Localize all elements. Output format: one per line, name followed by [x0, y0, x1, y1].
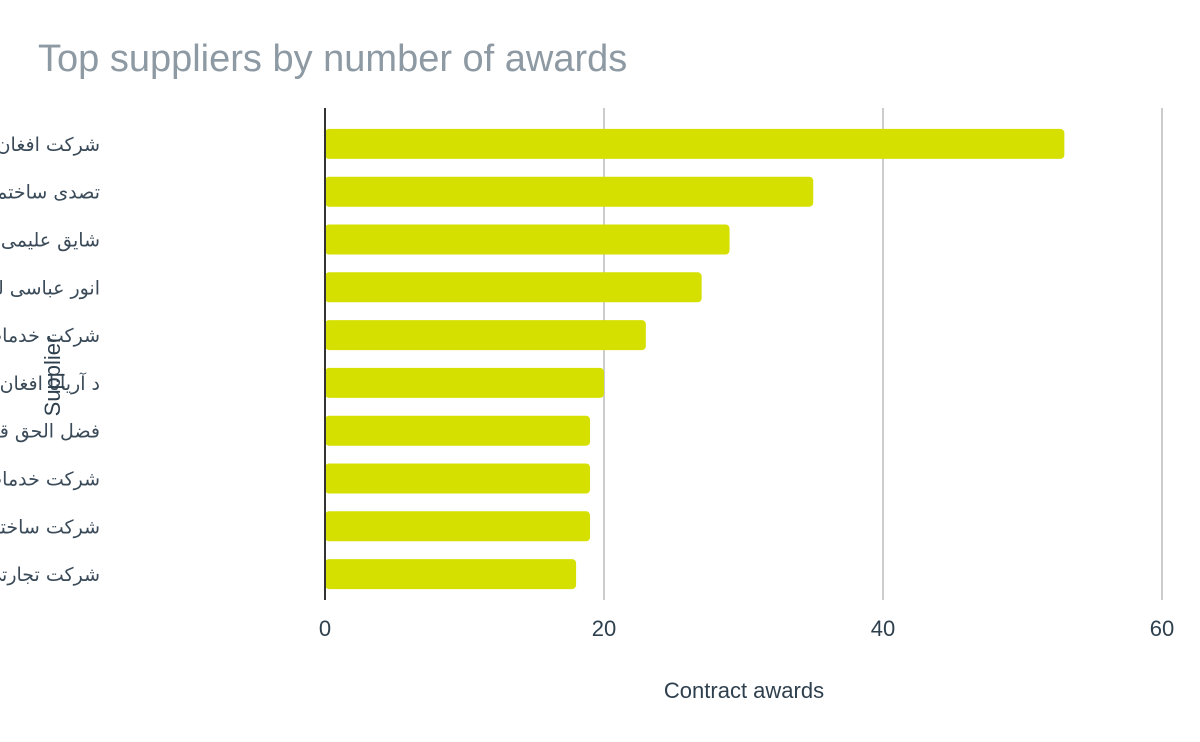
category-label: تصدی ساختمانی بنایی: [0, 182, 100, 204]
category-label: د آریانا افغان هوائی: [0, 371, 100, 395]
bar: [325, 176, 814, 207]
category-labels: شرکت افغان تیلی کام تصدی ساختمانی بنایی شا…: [0, 134, 100, 586]
bars: [325, 128, 1065, 590]
bar: [325, 128, 1065, 159]
x-tick-label: 60: [1150, 616, 1174, 641]
category-label: شرکت ساختمانی و: [0, 516, 100, 538]
bar: [325, 320, 646, 351]
bar: [325, 415, 591, 446]
bar: [325, 559, 577, 590]
category-label: فضل الحق قرغه ئی لمیتد: [0, 421, 100, 443]
y-axis-title: Supplier: [40, 336, 65, 417]
bar: [325, 367, 604, 398]
category-label: شرکت خدمات لوژستیکی: [0, 325, 100, 347]
bar: [325, 272, 702, 303]
tick-labels: 0 20 40 60: [319, 616, 1174, 641]
bar: [325, 511, 591, 542]
x-tick-label: 40: [871, 616, 895, 641]
x-tick-label: 0: [319, 616, 331, 641]
category-label: شایق علیمی لمتد: [0, 230, 100, 252]
bar: [325, 463, 591, 494]
category-label: شرکت خدمات لوژستیکی: [0, 469, 100, 491]
bar: [325, 224, 730, 255]
category-label: شرکت تجارتی و: [0, 564, 100, 586]
category-label: انور عباسی لمیتد: [0, 277, 100, 299]
x-tick-label: 20: [592, 616, 616, 641]
category-label: شرکت افغان تیلی کام: [0, 134, 100, 156]
chart-title: Top suppliers by number of awards: [38, 38, 628, 80]
x-axis-title: Contract awards: [664, 678, 824, 703]
